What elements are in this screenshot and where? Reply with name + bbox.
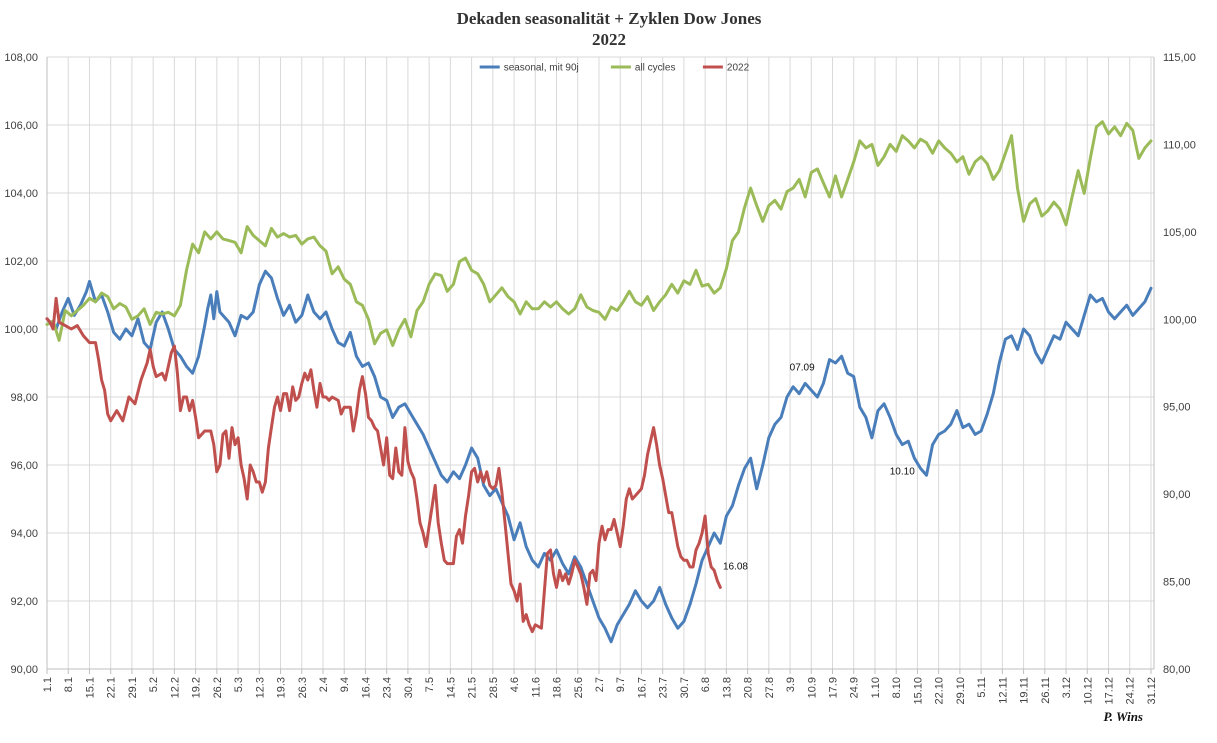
x-tick-label: 26.3 xyxy=(297,677,309,698)
x-tick-label: 13.8 xyxy=(721,677,733,698)
legend: seasonal, mit 90j all cycles 2022 xyxy=(479,63,750,74)
x-tick-label: 10.9 xyxy=(806,677,818,698)
x-tick-label: 12.3 xyxy=(254,677,266,698)
y-right-tick-label: 95,00 xyxy=(1163,402,1191,414)
x-tick-label: 28.5 xyxy=(488,677,500,698)
x-tick-label: 12.2 xyxy=(169,677,181,698)
y-left-tick-label: 92,00 xyxy=(10,596,38,608)
x-tick-label: 22.10 xyxy=(934,677,946,705)
y-left-tick-label: 102,00 xyxy=(4,256,38,268)
x-tick-label: 3.9 xyxy=(785,677,797,692)
chart-title: Dekaden seasonalität + Zyklen Dow Jones xyxy=(457,9,762,28)
x-tick-label: 30.4 xyxy=(403,677,415,698)
x-tick-label: 20.8 xyxy=(743,677,755,698)
x-tick-label: 24.9 xyxy=(849,677,861,698)
x-tick-label: 11.6 xyxy=(530,677,542,698)
x-tick-label: 30.7 xyxy=(679,677,691,698)
x-tick-label: 19.2 xyxy=(191,677,203,698)
legend-label: all cycles xyxy=(635,63,676,74)
annotation-label: 16.08 xyxy=(723,561,748,572)
y-left-tick-label: 108,00 xyxy=(4,52,38,64)
x-tick-label: 26.2 xyxy=(212,677,224,698)
annotation-label: 10.10 xyxy=(890,467,915,478)
y-right-tick-label: 80,00 xyxy=(1163,664,1191,676)
y-right-tick-label: 105,00 xyxy=(1163,227,1197,239)
y-left-tick-label: 96,00 xyxy=(10,460,38,472)
x-tick-label: 8.10 xyxy=(891,677,903,698)
series-line-1 xyxy=(45,120,1153,347)
x-tick-label: 19.3 xyxy=(276,677,288,698)
x-tick-label: 17.12 xyxy=(1104,677,1116,705)
x-tick-label: 26.11 xyxy=(1040,677,1052,704)
x-tick-label: 8.1 xyxy=(63,677,75,692)
x-tick-label: 6.8 xyxy=(700,677,712,692)
x-tick-label: 3.12 xyxy=(1061,677,1073,698)
y-left-tick-label: 106,00 xyxy=(4,120,38,132)
x-tick-label: 4.6 xyxy=(509,677,521,692)
x-tick-label: 9.4 xyxy=(339,677,351,692)
legend-label: seasonal, mit 90j xyxy=(504,63,579,74)
x-tick-label: 9.7 xyxy=(615,677,627,692)
x-tick-label: 12.11 xyxy=(997,677,1009,704)
series-line-0 xyxy=(45,269,1153,644)
x-tick-label: 17.9 xyxy=(828,677,840,698)
x-tick-label: 29.10 xyxy=(955,677,967,705)
x-tick-label: 27.8 xyxy=(764,677,776,698)
axes: 90,00 92,00 94,00 96,00 98,00 100,00 102,00 104… xyxy=(4,52,1196,705)
x-tick-label: 23.7 xyxy=(658,677,670,698)
y-left-tick-label: 100,00 xyxy=(4,324,38,336)
y-left-tick-label: 98,00 xyxy=(10,392,38,404)
x-tick-label: 10.12 xyxy=(1082,677,1094,705)
x-tick-label: 15.10 xyxy=(912,677,924,705)
x-tick-label: 18.6 xyxy=(552,677,564,698)
x-tick-label: 5.3 xyxy=(233,677,245,692)
x-tick-label: 5.11 xyxy=(976,677,988,698)
signature: P. Wins xyxy=(1103,709,1143,724)
x-tick-label: 1.1 xyxy=(42,677,54,692)
x-tick-label: 25.6 xyxy=(573,677,585,698)
y-right-tick-label: 90,00 xyxy=(1163,489,1191,501)
y-right-tick-label: 110,00 xyxy=(1163,139,1196,151)
y-right-tick-label: 85,00 xyxy=(1163,577,1191,589)
x-tick-label: 29.1 xyxy=(127,677,139,698)
x-tick-label: 14.5 xyxy=(445,677,457,698)
series-lines xyxy=(45,120,1153,644)
legend-label: 2022 xyxy=(727,63,750,74)
series-line-2 xyxy=(45,296,722,634)
x-tick-label: 16.7 xyxy=(636,677,648,698)
y-right-tick-label: 100,00 xyxy=(1163,314,1197,326)
x-tick-label: 7.5 xyxy=(424,677,436,692)
chart-subtitle: 2022 xyxy=(592,30,626,49)
y-left-tick-label: 90,00 xyxy=(10,664,38,676)
x-tick-label: 23.4 xyxy=(382,677,394,698)
x-tick-label: 19.11 xyxy=(1019,677,1031,704)
x-tick-label: 2.7 xyxy=(594,677,606,692)
annotation-label: 07.09 xyxy=(790,363,815,374)
x-tick-label: 21.5 xyxy=(467,677,479,698)
x-tick-label: 15.1 xyxy=(84,677,96,698)
x-tick-label: 22.1 xyxy=(106,677,118,698)
x-tick-label: 31.12 xyxy=(1146,677,1158,705)
x-tick-label: 5.2 xyxy=(148,677,160,692)
x-tick-label: 16.4 xyxy=(360,677,372,698)
y-left-tick-label: 94,00 xyxy=(10,528,38,540)
y-left-tick-label: 104,00 xyxy=(4,188,38,200)
y-right-tick-label: 115,00 xyxy=(1163,52,1196,64)
x-tick-label: 1.10 xyxy=(870,677,882,698)
annotations: 16.08 07.09 10.10 xyxy=(723,363,915,573)
x-tick-label: 24.12 xyxy=(1125,677,1137,705)
x-tick-label: 2.4 xyxy=(318,677,330,692)
